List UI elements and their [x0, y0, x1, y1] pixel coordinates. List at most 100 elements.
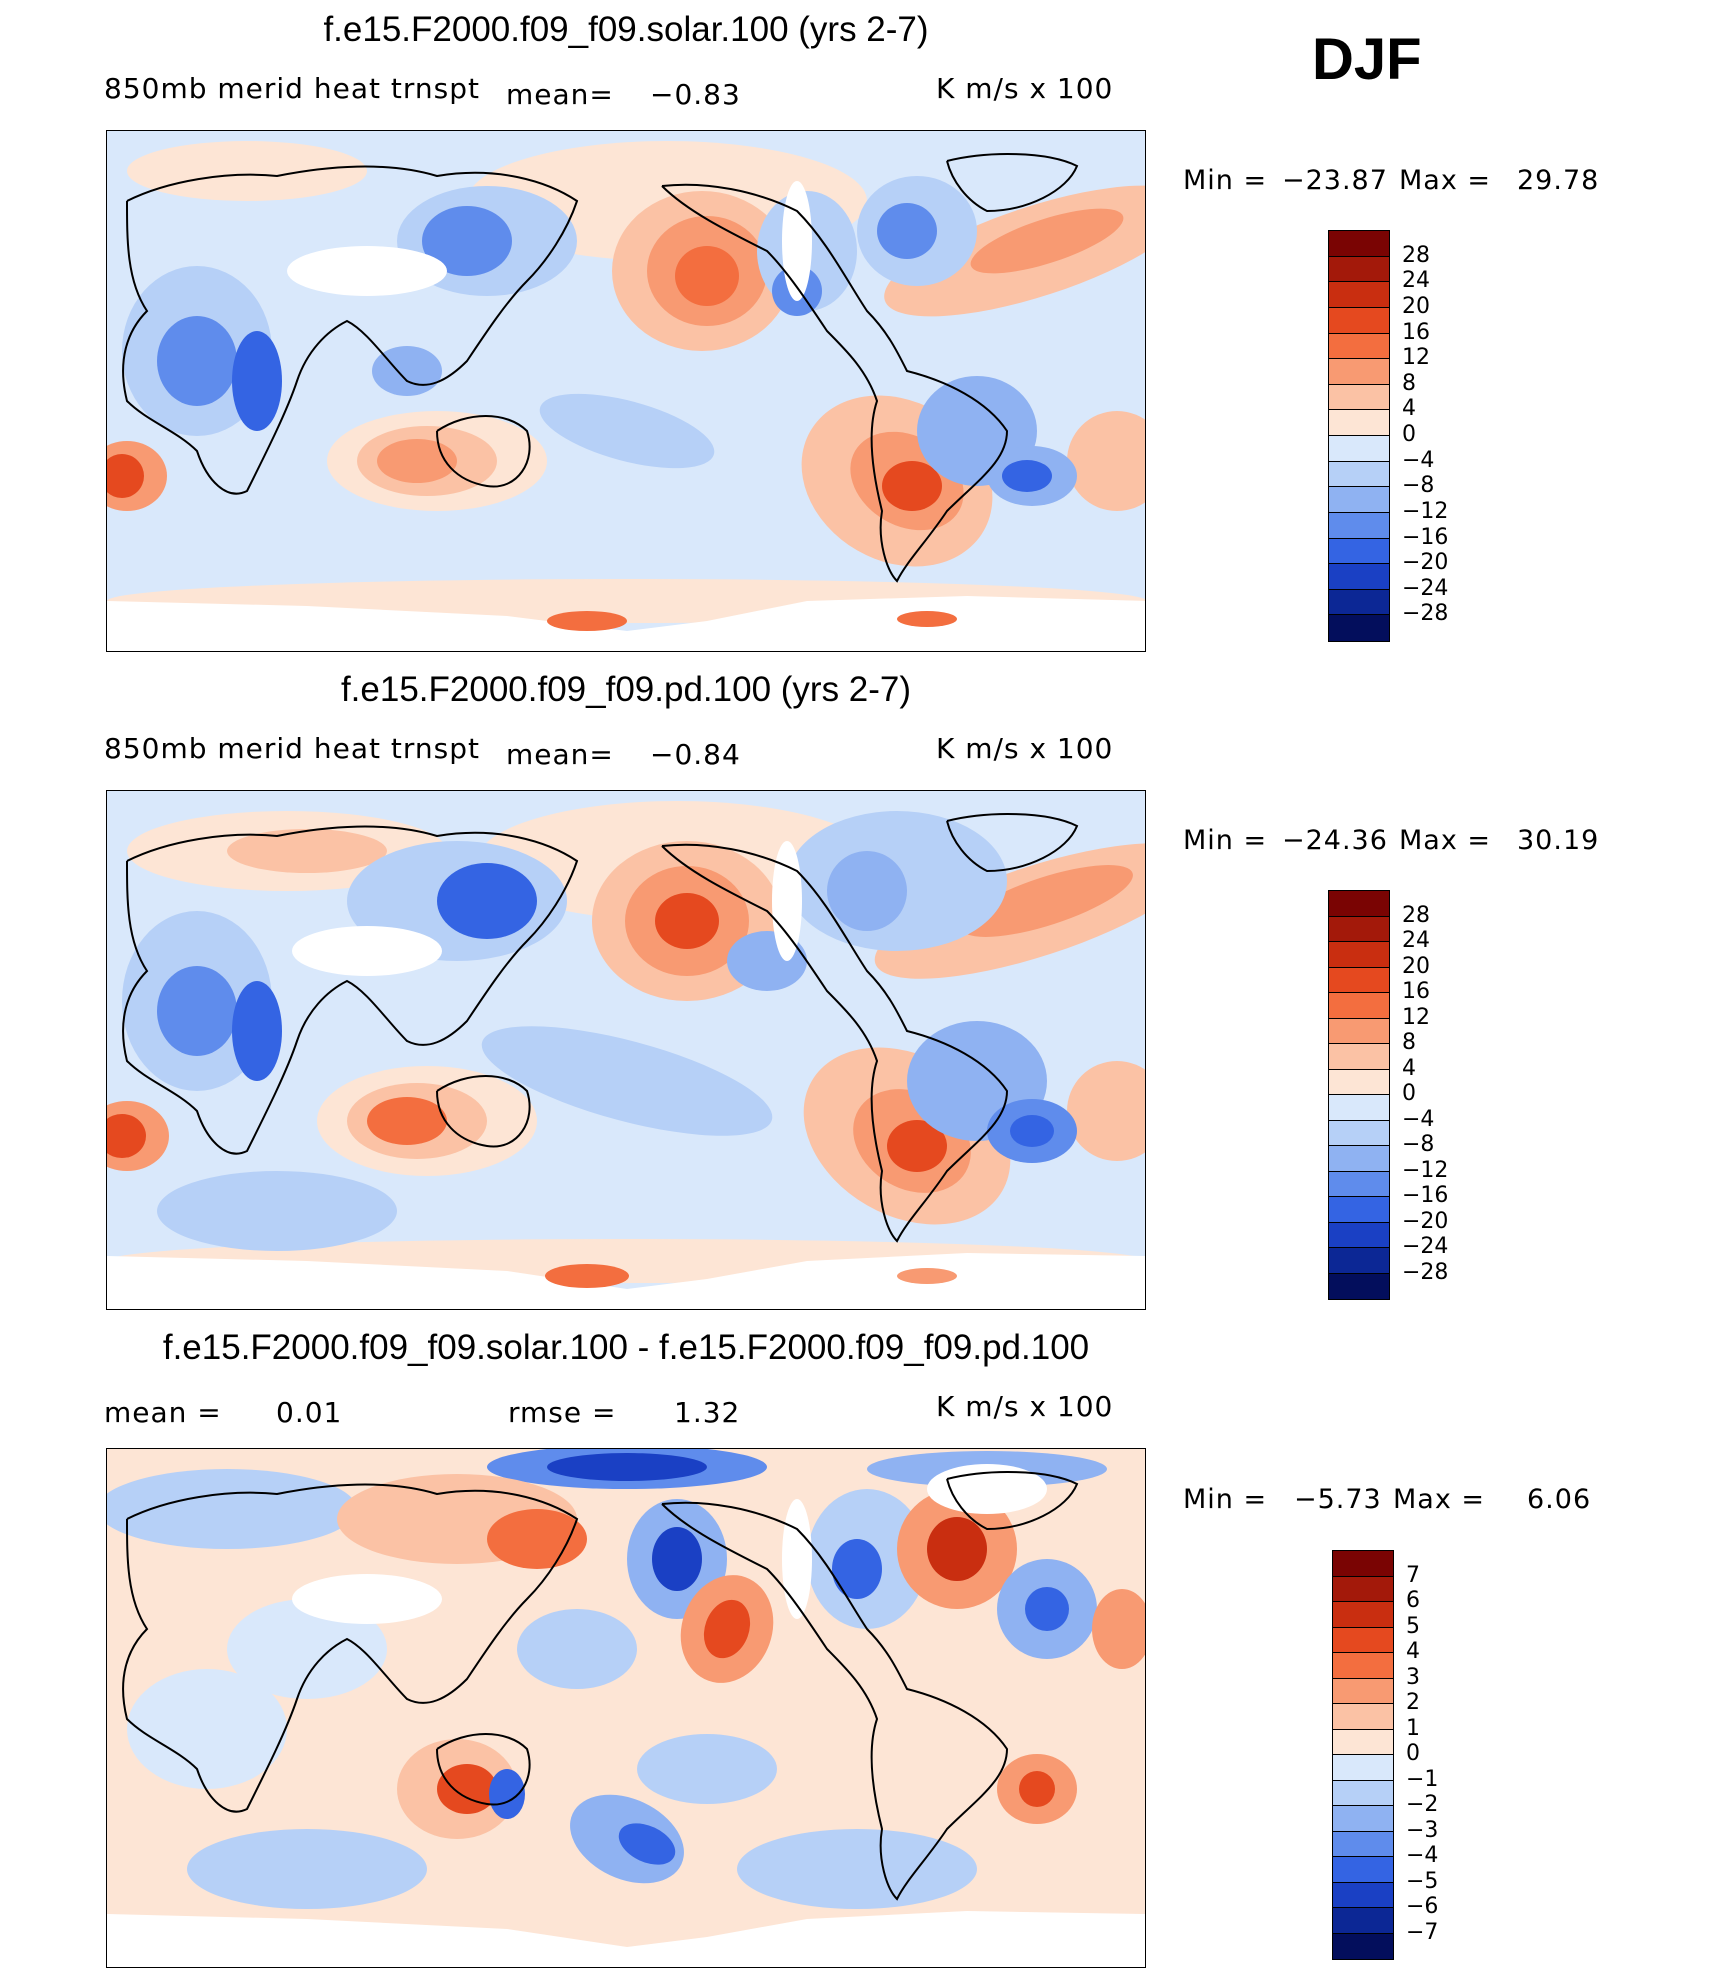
colorbar-swatch — [1329, 359, 1389, 385]
colorbar-tick-label: −4 — [1402, 447, 1435, 473]
panel-3-max-value: 6.06 — [1527, 1484, 1592, 1515]
colorbar-tick-label: −12 — [1402, 498, 1449, 524]
panel-3-min-label: Min = — [1183, 1484, 1268, 1515]
colorbar-swatch — [1333, 1882, 1393, 1908]
panel-2-field — [107, 791, 1145, 1309]
panel-1-min-value: −23.87 — [1282, 165, 1388, 196]
colorbar-swatch — [1329, 1120, 1389, 1146]
colorbar-tick-label: −4 — [1402, 1106, 1435, 1132]
colorbar-swatch — [1329, 1248, 1389, 1274]
colorbar-tick-label: −3 — [1406, 1817, 1439, 1843]
colorbar-tick-label: 8 — [1402, 370, 1416, 396]
colorbar-swatch — [1329, 1273, 1389, 1299]
colorbar-tick-label: 4 — [1402, 396, 1416, 422]
panel-1-title: f.e15.F2000.f09_f09.solar.100 (yrs 2-7) — [323, 10, 929, 49]
colorbar-tick-label: −28 — [1402, 1259, 1449, 1285]
colorbar-swatch — [1333, 1653, 1393, 1679]
colorbar-tick-label: −16 — [1402, 1183, 1449, 1208]
colorbar-swatch — [1329, 282, 1389, 308]
colorbar-tick-label: −8 — [1402, 473, 1435, 499]
colorbar-swatch — [1333, 1602, 1393, 1628]
colorbar-swatch — [1333, 1806, 1393, 1832]
colorbar-swatch — [1333, 1627, 1393, 1653]
colorbar-tick-label: −20 — [1402, 550, 1449, 576]
colorbar-swatch — [1333, 1755, 1393, 1781]
colorbar-swatch — [1333, 1831, 1393, 1857]
panel-3-title: f.e15.F2000.f09_f09.solar.100 - f.e15.F2… — [162, 1328, 1090, 1367]
colorbar-swatch — [1329, 967, 1389, 993]
colorbar-swatch — [1333, 1933, 1393, 1959]
colorbar-swatch — [1329, 891, 1389, 917]
colorbar-swatch — [1329, 564, 1389, 590]
colorbar-tick-label: 0 — [1406, 1741, 1420, 1766]
colorbar-swatch — [1333, 1780, 1393, 1806]
panel-2-max-value: 30.19 — [1517, 825, 1600, 856]
colorbar-tick-label: −7 — [1406, 1919, 1439, 1945]
colorbar-swatch — [1329, 461, 1389, 488]
colorbar-swatch — [1329, 1197, 1389, 1223]
panel-1-colorbar — [1328, 230, 1390, 642]
panel-3-mean-label: mean = — [104, 1396, 222, 1429]
panel-2-min-value: −24.36 — [1282, 825, 1388, 856]
colorbar-tick-label: 28 — [1402, 902, 1430, 928]
panel-3-map — [106, 1448, 1146, 1968]
colorbar-tick-label: −24 — [1402, 1234, 1449, 1259]
colorbar-swatch — [1333, 1576, 1393, 1602]
panel-3-max-label: Max = — [1393, 1484, 1486, 1515]
colorbar-swatch — [1333, 1704, 1393, 1730]
colorbar-swatch — [1329, 384, 1389, 411]
panel-2-units: K m/s x 100 — [936, 732, 1114, 765]
panel-2-mean-value: −0.84 — [650, 738, 741, 771]
colorbar-tick-label: 0 — [1402, 422, 1416, 447]
colorbar-swatch — [1333, 1908, 1393, 1934]
panel-3-min-value: −5.73 — [1294, 1484, 1382, 1515]
colorbar-tick-label: 1 — [1406, 1715, 1420, 1741]
panel-3-field — [107, 1449, 1145, 1967]
panel-2-map — [106, 790, 1146, 1310]
colorbar-tick-label: −24 — [1402, 575, 1449, 601]
colorbar-tick-label: 24 — [1402, 268, 1430, 294]
colorbar-tick-label: 2 — [1406, 1690, 1420, 1715]
colorbar-swatch — [1333, 1551, 1393, 1577]
colorbar-swatch — [1329, 942, 1389, 968]
colorbar-tick-label: 16 — [1402, 319, 1430, 345]
colorbar-tick-label: 7 — [1406, 1562, 1420, 1588]
colorbar-swatch — [1329, 916, 1389, 942]
colorbar-tick-label: 4 — [1406, 1639, 1420, 1664]
panel-2-title: f.e15.F2000.f09_f09.pd.100 (yrs 2-7) — [340, 670, 912, 709]
colorbar-swatch — [1329, 333, 1389, 360]
colorbar-swatch — [1329, 1171, 1389, 1197]
season-label: DJF — [1312, 27, 1422, 92]
panel-1-max-label: Max = — [1399, 165, 1492, 196]
colorbar-tick-label: 6 — [1406, 1588, 1420, 1613]
colorbar-swatch — [1329, 512, 1389, 539]
colorbar-tick-label: −16 — [1402, 524, 1449, 550]
colorbar-tick-label: −20 — [1402, 1208, 1449, 1234]
panel-1-field — [107, 131, 1145, 651]
panel-1-mean-value: −0.83 — [650, 78, 741, 111]
panel-1-variable-label: 850mb merid heat trnspt — [104, 72, 480, 105]
colorbar-tick-label: −4 — [1406, 1843, 1439, 1868]
colorbar-swatch — [1329, 1018, 1389, 1044]
colorbar-swatch — [1329, 256, 1389, 283]
colorbar-swatch — [1329, 307, 1389, 334]
panel-2-colorbar — [1328, 890, 1390, 1300]
colorbar-swatch — [1329, 993, 1389, 1019]
colorbar-swatch — [1329, 1222, 1389, 1248]
colorbar-swatch — [1329, 538, 1389, 565]
colorbar-tick-label: −6 — [1406, 1894, 1439, 1919]
colorbar-swatch — [1329, 487, 1389, 513]
colorbar-swatch — [1333, 1729, 1393, 1755]
colorbar-tick-label: −28 — [1402, 601, 1449, 627]
colorbar-swatch — [1329, 1095, 1389, 1121]
colorbar-swatch — [1329, 615, 1389, 641]
panel-1-units: K m/s x 100 — [936, 72, 1114, 105]
colorbar-tick-label: −12 — [1402, 1157, 1449, 1183]
colorbar-tick-label: 12 — [1402, 1004, 1430, 1030]
panel-2-mean-label: mean= — [506, 738, 614, 771]
colorbar-swatch — [1329, 231, 1389, 257]
colorbar-swatch — [1329, 1044, 1389, 1070]
colorbar-tick-label: −2 — [1406, 1792, 1439, 1817]
panel-3-rmse-label: rmse = — [508, 1396, 617, 1429]
panel-1-max-value: 29.78 — [1517, 165, 1600, 196]
